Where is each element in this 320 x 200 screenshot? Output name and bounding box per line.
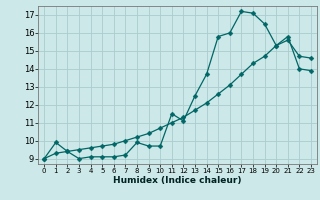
X-axis label: Humidex (Indice chaleur): Humidex (Indice chaleur) xyxy=(113,176,242,185)
